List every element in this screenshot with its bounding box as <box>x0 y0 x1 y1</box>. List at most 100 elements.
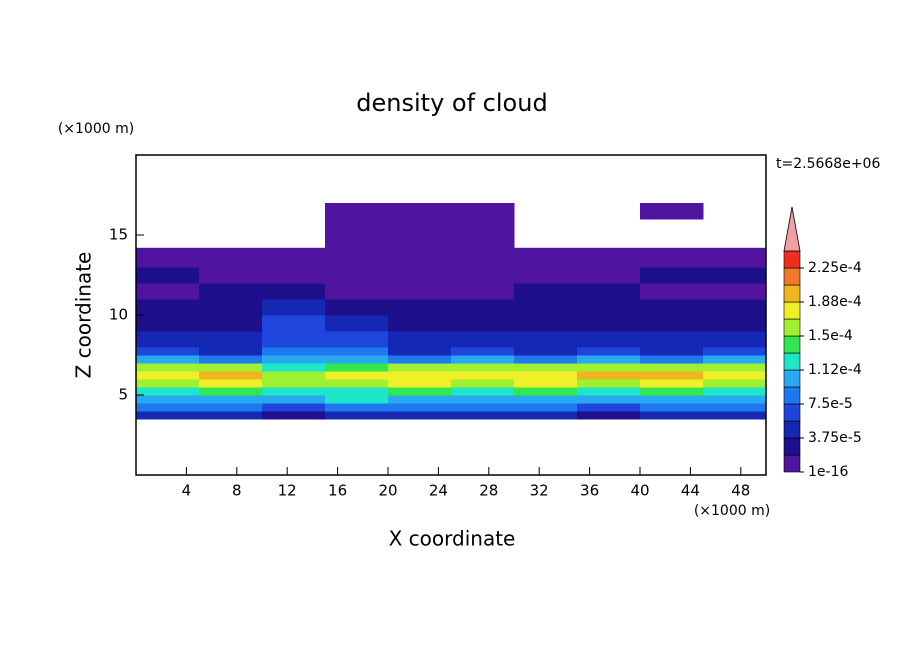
contour-cell <box>199 331 263 348</box>
colorbar-label: 1.88e-4 <box>808 294 862 310</box>
contour-cell <box>262 315 326 332</box>
y-tick-label: 10 <box>109 306 128 324</box>
x-tick-label: 44 <box>681 482 700 500</box>
contour-cell <box>640 299 704 316</box>
contour-cell <box>577 355 641 364</box>
contour-cell <box>136 347 200 356</box>
contour-cell <box>136 267 200 284</box>
contour-cell <box>262 395 326 404</box>
contour-cell <box>703 363 767 372</box>
contour-cell <box>451 267 515 284</box>
contour-cell <box>262 355 326 364</box>
contour-cell <box>640 387 704 396</box>
colorbar-box <box>783 301 801 320</box>
contour-cell <box>514 347 578 356</box>
contour-cell <box>577 247 641 268</box>
contour-cell <box>640 347 704 356</box>
contour-cell <box>703 371 767 380</box>
colorbar-label: 1.12e-4 <box>808 362 862 378</box>
contour-cell <box>703 299 767 316</box>
contour-cell <box>451 363 515 372</box>
contour-cell <box>388 299 452 316</box>
contour-cell <box>388 203 452 220</box>
contour-cell <box>388 331 452 348</box>
colorbar-box <box>783 454 801 473</box>
contour-cell <box>325 219 389 236</box>
colorbar-box <box>783 250 801 269</box>
colorbar-box <box>783 437 801 456</box>
contour-cell <box>388 379 452 388</box>
contour-cell <box>577 387 641 396</box>
contour-cell <box>325 363 389 372</box>
colorbar-label: 1e-16 <box>808 464 848 480</box>
x-tick-label: 32 <box>530 482 549 500</box>
x-tick-label: 36 <box>580 482 599 500</box>
contour-cell <box>451 283 515 300</box>
colorbar-box <box>783 386 801 405</box>
contour-cell <box>703 403 767 412</box>
contour-cell <box>577 283 641 300</box>
contour-cell <box>640 315 704 332</box>
contour-cell <box>136 379 200 388</box>
contour-cell <box>640 283 704 300</box>
contour-cell <box>451 395 515 404</box>
contour-cell <box>577 403 641 412</box>
contour-cell <box>199 403 263 412</box>
contour-cell <box>577 395 641 404</box>
contour-cell <box>262 371 326 380</box>
contour-cell <box>451 411 515 420</box>
contour-cell <box>640 371 704 380</box>
contour-cell <box>640 379 704 388</box>
contour-cell <box>640 363 704 372</box>
contour-cell <box>514 387 578 396</box>
contour-cell <box>703 247 767 268</box>
contour-cell <box>388 247 452 268</box>
contour-cell <box>199 299 263 316</box>
contour-cell <box>325 315 389 332</box>
contour-cell <box>325 331 389 348</box>
contour-cell <box>514 247 578 268</box>
contour-cell <box>262 299 326 316</box>
contour-cell <box>451 219 515 236</box>
contour-cell <box>640 267 704 284</box>
contour-cell <box>703 315 767 332</box>
contour-cell <box>199 411 263 420</box>
contour-cell <box>451 331 515 348</box>
contour-cell <box>514 267 578 284</box>
contour-cell <box>577 299 641 316</box>
contour-cell <box>262 283 326 300</box>
contour-cell <box>703 331 767 348</box>
contour-cell <box>325 235 389 249</box>
colorbar-box <box>783 352 801 371</box>
contour-cell <box>451 247 515 268</box>
contour-cell <box>262 403 326 412</box>
contour-cell <box>640 411 704 420</box>
contour-cell <box>262 247 326 268</box>
contour-cell <box>199 379 263 388</box>
contour-cell <box>325 267 389 284</box>
contour-cell <box>325 203 389 220</box>
contour-cell <box>388 219 452 236</box>
contour-cell <box>388 235 452 249</box>
contour-cell <box>136 371 200 380</box>
x-tick-label: 8 <box>232 482 242 500</box>
contour-cell <box>451 371 515 380</box>
contour-cell <box>514 363 578 372</box>
x-tick-label: 48 <box>731 482 750 500</box>
contour-cell <box>514 379 578 388</box>
contour-cell <box>703 355 767 364</box>
contour-cell <box>703 347 767 356</box>
contour-cell <box>640 403 704 412</box>
contour-cell <box>136 411 200 420</box>
contour-cell <box>577 347 641 356</box>
contour-cell <box>451 355 515 364</box>
contour-cell <box>388 315 452 332</box>
colorbar-box <box>783 284 801 303</box>
x-unit: (×1000 m) <box>694 503 770 519</box>
contour-cell <box>388 363 452 372</box>
contour-cell <box>703 387 767 396</box>
y-tick-label: 15 <box>109 226 128 244</box>
contour-cell <box>262 411 326 420</box>
colorbar-box <box>783 403 801 422</box>
